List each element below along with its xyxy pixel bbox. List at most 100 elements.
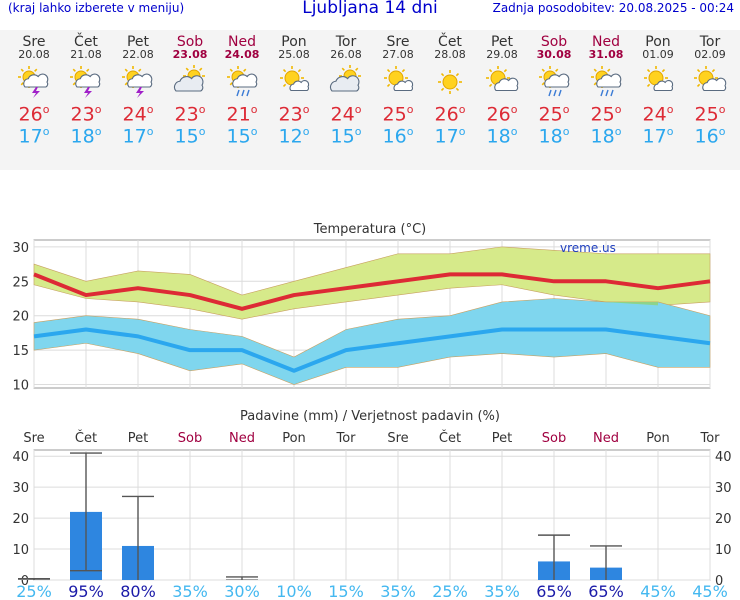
max-temp-value: 23 — [278, 103, 303, 126]
day-column: Pet 29.08 26o 18o — [476, 30, 528, 148]
min-temp-line — [33, 327, 711, 373]
x-category-label: Sre — [387, 431, 408, 446]
precipitation-probability: 25% — [16, 582, 52, 600]
day-column: Sob 23.08 23o 15o — [164, 30, 216, 148]
max-temp: 23o — [174, 103, 206, 126]
max-temp-value: 24 — [122, 103, 147, 126]
y-tick-label-right: 30 — [715, 481, 732, 496]
max-temp: 21o — [226, 103, 258, 126]
day-name: Sob — [540, 34, 568, 50]
day-date: 02.09 — [694, 48, 726, 61]
day-date: 27.08 — [382, 48, 414, 61]
min-temp-value: 15 — [226, 125, 251, 148]
location-hint[interactable]: (kraj lahko izberete v meniju) — [8, 1, 185, 15]
temperature-chart: Temperatura (°C) 10 15 20 25 30 vreme.us — [12, 222, 711, 394]
max-temp: 23o — [70, 103, 102, 126]
min-temp: 12o — [278, 125, 310, 148]
max-temp-value: 25 — [590, 103, 615, 126]
day-name: Pet — [126, 34, 150, 50]
sun-cloud-rain-icon — [591, 66, 622, 97]
precipitation-probability: 15% — [328, 582, 364, 600]
x-category-label: Pet — [492, 431, 512, 446]
precipitation-probability: 10% — [276, 582, 312, 600]
max-temp-value: 23 — [174, 103, 199, 126]
min-temp: 18o — [486, 125, 518, 148]
day-name: Tor — [335, 34, 357, 50]
max-temp: 26o — [18, 103, 50, 126]
y-tick-label: 0 — [21, 574, 29, 589]
day-name: Sre — [22, 34, 46, 50]
min-temp-value: 18 — [70, 125, 95, 148]
day-date: 29.08 — [486, 48, 518, 61]
precipitation-probability: 65% — [588, 582, 624, 600]
precipitation-probability: 80% — [120, 582, 156, 600]
day-name: Pon — [281, 34, 307, 50]
sun-cloud-thunder-icon — [122, 66, 153, 98]
max-temp: 26o — [434, 103, 466, 126]
x-category-label: Čet — [439, 430, 461, 446]
max-temp: 24o — [642, 103, 674, 126]
day-name: Čet — [74, 34, 98, 50]
day-column: Čet 21.08 23o 18o — [60, 30, 112, 148]
y-tick-label: 10 — [12, 379, 29, 394]
min-temp: 15o — [330, 125, 362, 148]
min-temp: 18o — [590, 125, 622, 148]
precipitation-probability: 35% — [484, 582, 520, 600]
min-temp: 18o — [70, 125, 102, 148]
min-temp-value: 17 — [434, 125, 459, 148]
min-temp: 16o — [694, 125, 726, 148]
max-temp-value: 26 — [434, 103, 459, 126]
min-temp: 15o — [226, 125, 258, 148]
y-tick-label-right: 0 — [715, 574, 723, 589]
max-temp: 26o — [486, 103, 518, 126]
x-category-label: Čet — [75, 430, 97, 446]
day-column: Pon 01.09 24o 17o — [632, 30, 684, 148]
min-temp-value: 12 — [278, 125, 303, 148]
x-category-label: Ned — [593, 431, 619, 446]
precipitation-probability: 35% — [380, 582, 416, 600]
y-tick-label-right: 40 — [715, 450, 732, 465]
min-temp: 17o — [18, 125, 50, 148]
day-column: Pon 25.08 23o 12o — [268, 30, 320, 148]
last-update: Zadnja posodobitev: 20.08.2025 - 00:24 — [492, 1, 734, 15]
min-temp: 17o — [642, 125, 674, 148]
day-name: Pet — [490, 34, 514, 50]
day-date: 22.08 — [122, 48, 154, 61]
day-date: 21.08 — [70, 48, 102, 61]
x-category-label: Pon — [282, 431, 306, 446]
min-temp-value: 17 — [642, 125, 667, 148]
day-name: Sob — [176, 34, 204, 50]
max-temp-value: 23 — [70, 103, 95, 126]
sun-cloud-rain-icon — [539, 66, 570, 97]
day-date: 25.08 — [278, 48, 310, 61]
watermark[interactable]: vreme.us — [560, 241, 616, 255]
day-name: Čet — [438, 34, 462, 50]
y-tick-label-right: 10 — [715, 543, 732, 558]
day-date: 01.09 — [642, 48, 674, 61]
min-temp-range-band — [33, 298, 711, 385]
day-column: Ned 31.08 25o 18o — [580, 30, 632, 148]
min-temp-value: 18 — [486, 125, 511, 148]
day-name: Pon — [645, 34, 671, 50]
max-temp-line — [33, 272, 711, 311]
min-temp-value: 18 — [590, 125, 615, 148]
day-date: 30.08 — [536, 48, 572, 61]
sun-cloud-rain-icon — [227, 66, 258, 97]
sun-cloud-icon — [694, 66, 727, 92]
sun-small-cloud-icon — [384, 66, 414, 92]
day-column: Tor 26.08 24o 15o — [320, 30, 372, 148]
precipitation-probability: 45% — [640, 582, 676, 600]
y-tick-label: 25 — [12, 275, 29, 290]
max-temp: 25o — [694, 103, 726, 126]
max-temp-value: 25 — [382, 103, 407, 126]
y-tick-label: 30 — [12, 241, 29, 256]
temperature-chart-title: Temperatura (°C) — [313, 222, 426, 237]
x-category-label: Sob — [178, 431, 202, 446]
day-date: 24.08 — [224, 48, 260, 61]
day-date: 28.08 — [434, 48, 466, 61]
precipitation-chart: Padavine (mm) / Verjetnost padavin (%) Sr… — [12, 409, 731, 600]
y-tick-label: 30 — [12, 481, 29, 496]
y-tick-label: 40 — [12, 450, 29, 465]
max-temp-value: 26 — [18, 103, 43, 126]
